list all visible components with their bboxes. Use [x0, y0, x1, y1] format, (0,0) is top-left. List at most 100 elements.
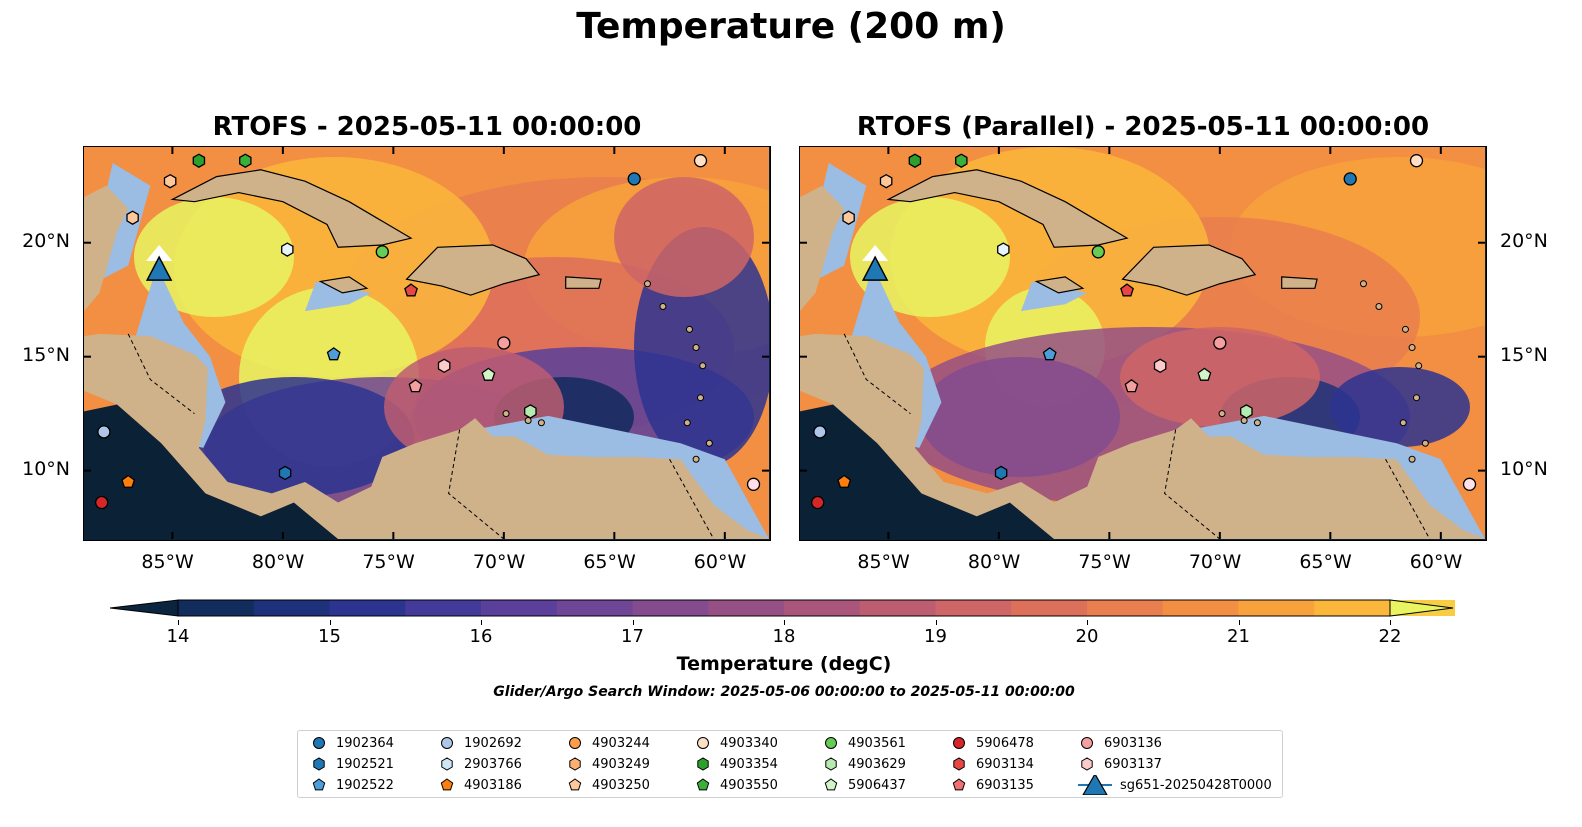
- legend-label: 6903136: [1104, 735, 1162, 751]
- right-lat-tick-0: 20°N: [1500, 229, 1548, 252]
- legend-item-4903340: 4903340: [694, 733, 778, 753]
- legend-label: 4903561: [848, 735, 906, 751]
- float-marker-6903136[interactable]: [1213, 336, 1227, 350]
- float-marker-4903186[interactable]: [121, 474, 136, 488]
- legend-marker-icon: [953, 737, 965, 749]
- legend-item-1902692: 1902692: [438, 733, 522, 753]
- legend-label: 4903250: [592, 777, 650, 793]
- float-marker-1902522[interactable]: [1042, 347, 1057, 361]
- float-marker-4903561[interactable]: [1091, 245, 1105, 259]
- float-marker-6903136b[interactable]: [746, 477, 761, 491]
- float-marker-4903340[interactable]: [1409, 154, 1424, 168]
- float-marker-4903340[interactable]: [693, 154, 708, 168]
- legend-item-4903250: 4903250: [566, 775, 650, 795]
- legend-marker-icon: [952, 778, 966, 791]
- left-lon-tick-4: 65°W: [583, 551, 636, 573]
- float-marker-1902692[interactable]: [97, 425, 111, 439]
- legend-label: 4903249: [592, 756, 650, 772]
- left-map-panel[interactable]: [83, 146, 771, 541]
- legend-label: 4903629: [848, 756, 906, 772]
- right-lat-tick-1: 15°N: [1500, 343, 1548, 366]
- left-panel-title: RTOFS - 2025-05-11 00:00:00: [212, 112, 642, 142]
- float-marker-5906478[interactable]: [811, 495, 825, 510]
- legend-item-1902521: 1902521: [310, 754, 394, 774]
- float-marker-2903766[interactable]: [997, 242, 1010, 257]
- float-marker-4903249[interactable]: [126, 210, 139, 225]
- float-marker-6903137[interactable]: [1153, 358, 1167, 374]
- legend-marker-icon: [569, 757, 581, 771]
- legend-item-4903629: 4903629: [822, 754, 906, 774]
- legend-item-4903354: 4903354: [694, 754, 778, 774]
- legend-item-1902364: 1902364: [310, 733, 394, 753]
- left-lon-tick-2: 75°W: [362, 551, 415, 573]
- float-marker-1902522[interactable]: [326, 347, 341, 361]
- float-marker-5906437[interactable]: [481, 367, 496, 381]
- float-marker-4903186[interactable]: [837, 474, 852, 488]
- legend-label: 5906437: [848, 777, 906, 793]
- colorbar-tick-mark: [935, 620, 937, 625]
- legend-item-4903550: 4903550: [694, 775, 778, 795]
- legend-marker-icon: [569, 737, 581, 749]
- left-lon-tick-3: 70°W: [472, 551, 526, 573]
- float-marker-4903561[interactable]: [375, 245, 389, 259]
- legend: 1902364 1902521 1902522 1902692 2903766 49031…: [297, 730, 1283, 798]
- legend-item-6903137: 6903137: [1078, 754, 1162, 774]
- float-marker-1902364[interactable]: [627, 172, 641, 186]
- float-marker-4903354[interactable]: [192, 153, 206, 168]
- float-marker-sg651[interactable]: [145, 255, 173, 281]
- legend-marker-icon: [313, 737, 325, 749]
- colorbar-label: Temperature (degC): [676, 653, 892, 675]
- colorbar-tick-mark: [784, 620, 785, 625]
- legend-label: 4903354: [720, 756, 778, 772]
- legend-marker-icon: [1081, 757, 1093, 771]
- float-marker-4903249[interactable]: [842, 210, 855, 225]
- float-marker-2903766[interactable]: [281, 242, 294, 257]
- figure-title: Temperature (200 m): [576, 6, 1006, 47]
- legend-label: 6903134: [976, 756, 1034, 772]
- float-marker-6903134[interactable]: [1120, 283, 1134, 297]
- float-marker-4903250b[interactable]: [408, 378, 423, 393]
- legend-item-6903134: 6903134: [950, 754, 1034, 774]
- float-marker-4903250b[interactable]: [1124, 378, 1139, 393]
- right-map-panel[interactable]: [799, 146, 1487, 541]
- float-marker-6903136[interactable]: [497, 336, 511, 350]
- left-lat-tick-2: 10°N: [22, 457, 70, 480]
- legend-item-6903135: 6903135: [950, 775, 1034, 795]
- float-marker-1902521[interactable]: [278, 465, 292, 481]
- colorbar-tick-mark: [632, 620, 634, 625]
- float-marker-5906478[interactable]: [95, 495, 109, 510]
- left-lon-tick-0: 85°W: [141, 551, 194, 573]
- left-map-canvas: [84, 147, 769, 539]
- legend-item-5906478: 5906478: [950, 733, 1034, 753]
- colorbar: [110, 599, 1455, 617]
- colorbar-tick-16: 16: [469, 626, 493, 647]
- colorbar-tick-14: 14: [166, 626, 190, 647]
- legend-item-1902522: 1902522: [310, 775, 394, 795]
- right-map-canvas: [800, 147, 1485, 539]
- legend-label: 6903137: [1104, 756, 1162, 772]
- legend-label: 1902521: [336, 756, 394, 772]
- left-lon-tick-5: 60°W: [693, 551, 747, 573]
- legend-label: 4903186: [464, 777, 522, 793]
- right-lon-tick-1: 80°W: [967, 551, 1021, 573]
- float-marker-4903629[interactable]: [524, 404, 537, 419]
- colorbar-tick-19: 19: [924, 626, 947, 647]
- float-marker-6903137[interactable]: [437, 358, 451, 374]
- float-marker-4903250[interactable]: [879, 173, 893, 189]
- float-marker-5906437[interactable]: [1197, 367, 1212, 381]
- colorbar-tick-mark: [178, 620, 179, 625]
- float-marker-sg651[interactable]: [861, 255, 889, 281]
- float-marker-1902364[interactable]: [1343, 172, 1357, 186]
- float-marker-1902692[interactable]: [813, 425, 827, 439]
- float-marker-4903250[interactable]: [163, 173, 177, 189]
- float-marker-4903629[interactable]: [1240, 404, 1253, 419]
- float-marker-4903354[interactable]: [908, 153, 922, 168]
- float-marker-4903550[interactable]: [239, 153, 252, 168]
- float-marker-1902521[interactable]: [994, 465, 1008, 481]
- colorbar-tick-18: 18: [772, 626, 796, 647]
- float-marker-6903136b[interactable]: [1462, 477, 1477, 491]
- float-marker-4903550[interactable]: [955, 153, 968, 168]
- left-lon-tick-1: 80°W: [251, 551, 305, 573]
- float-marker-6903134[interactable]: [404, 283, 418, 297]
- search-window-note: Glider/Argo Search Window: 2025-05-06 00…: [493, 684, 1075, 700]
